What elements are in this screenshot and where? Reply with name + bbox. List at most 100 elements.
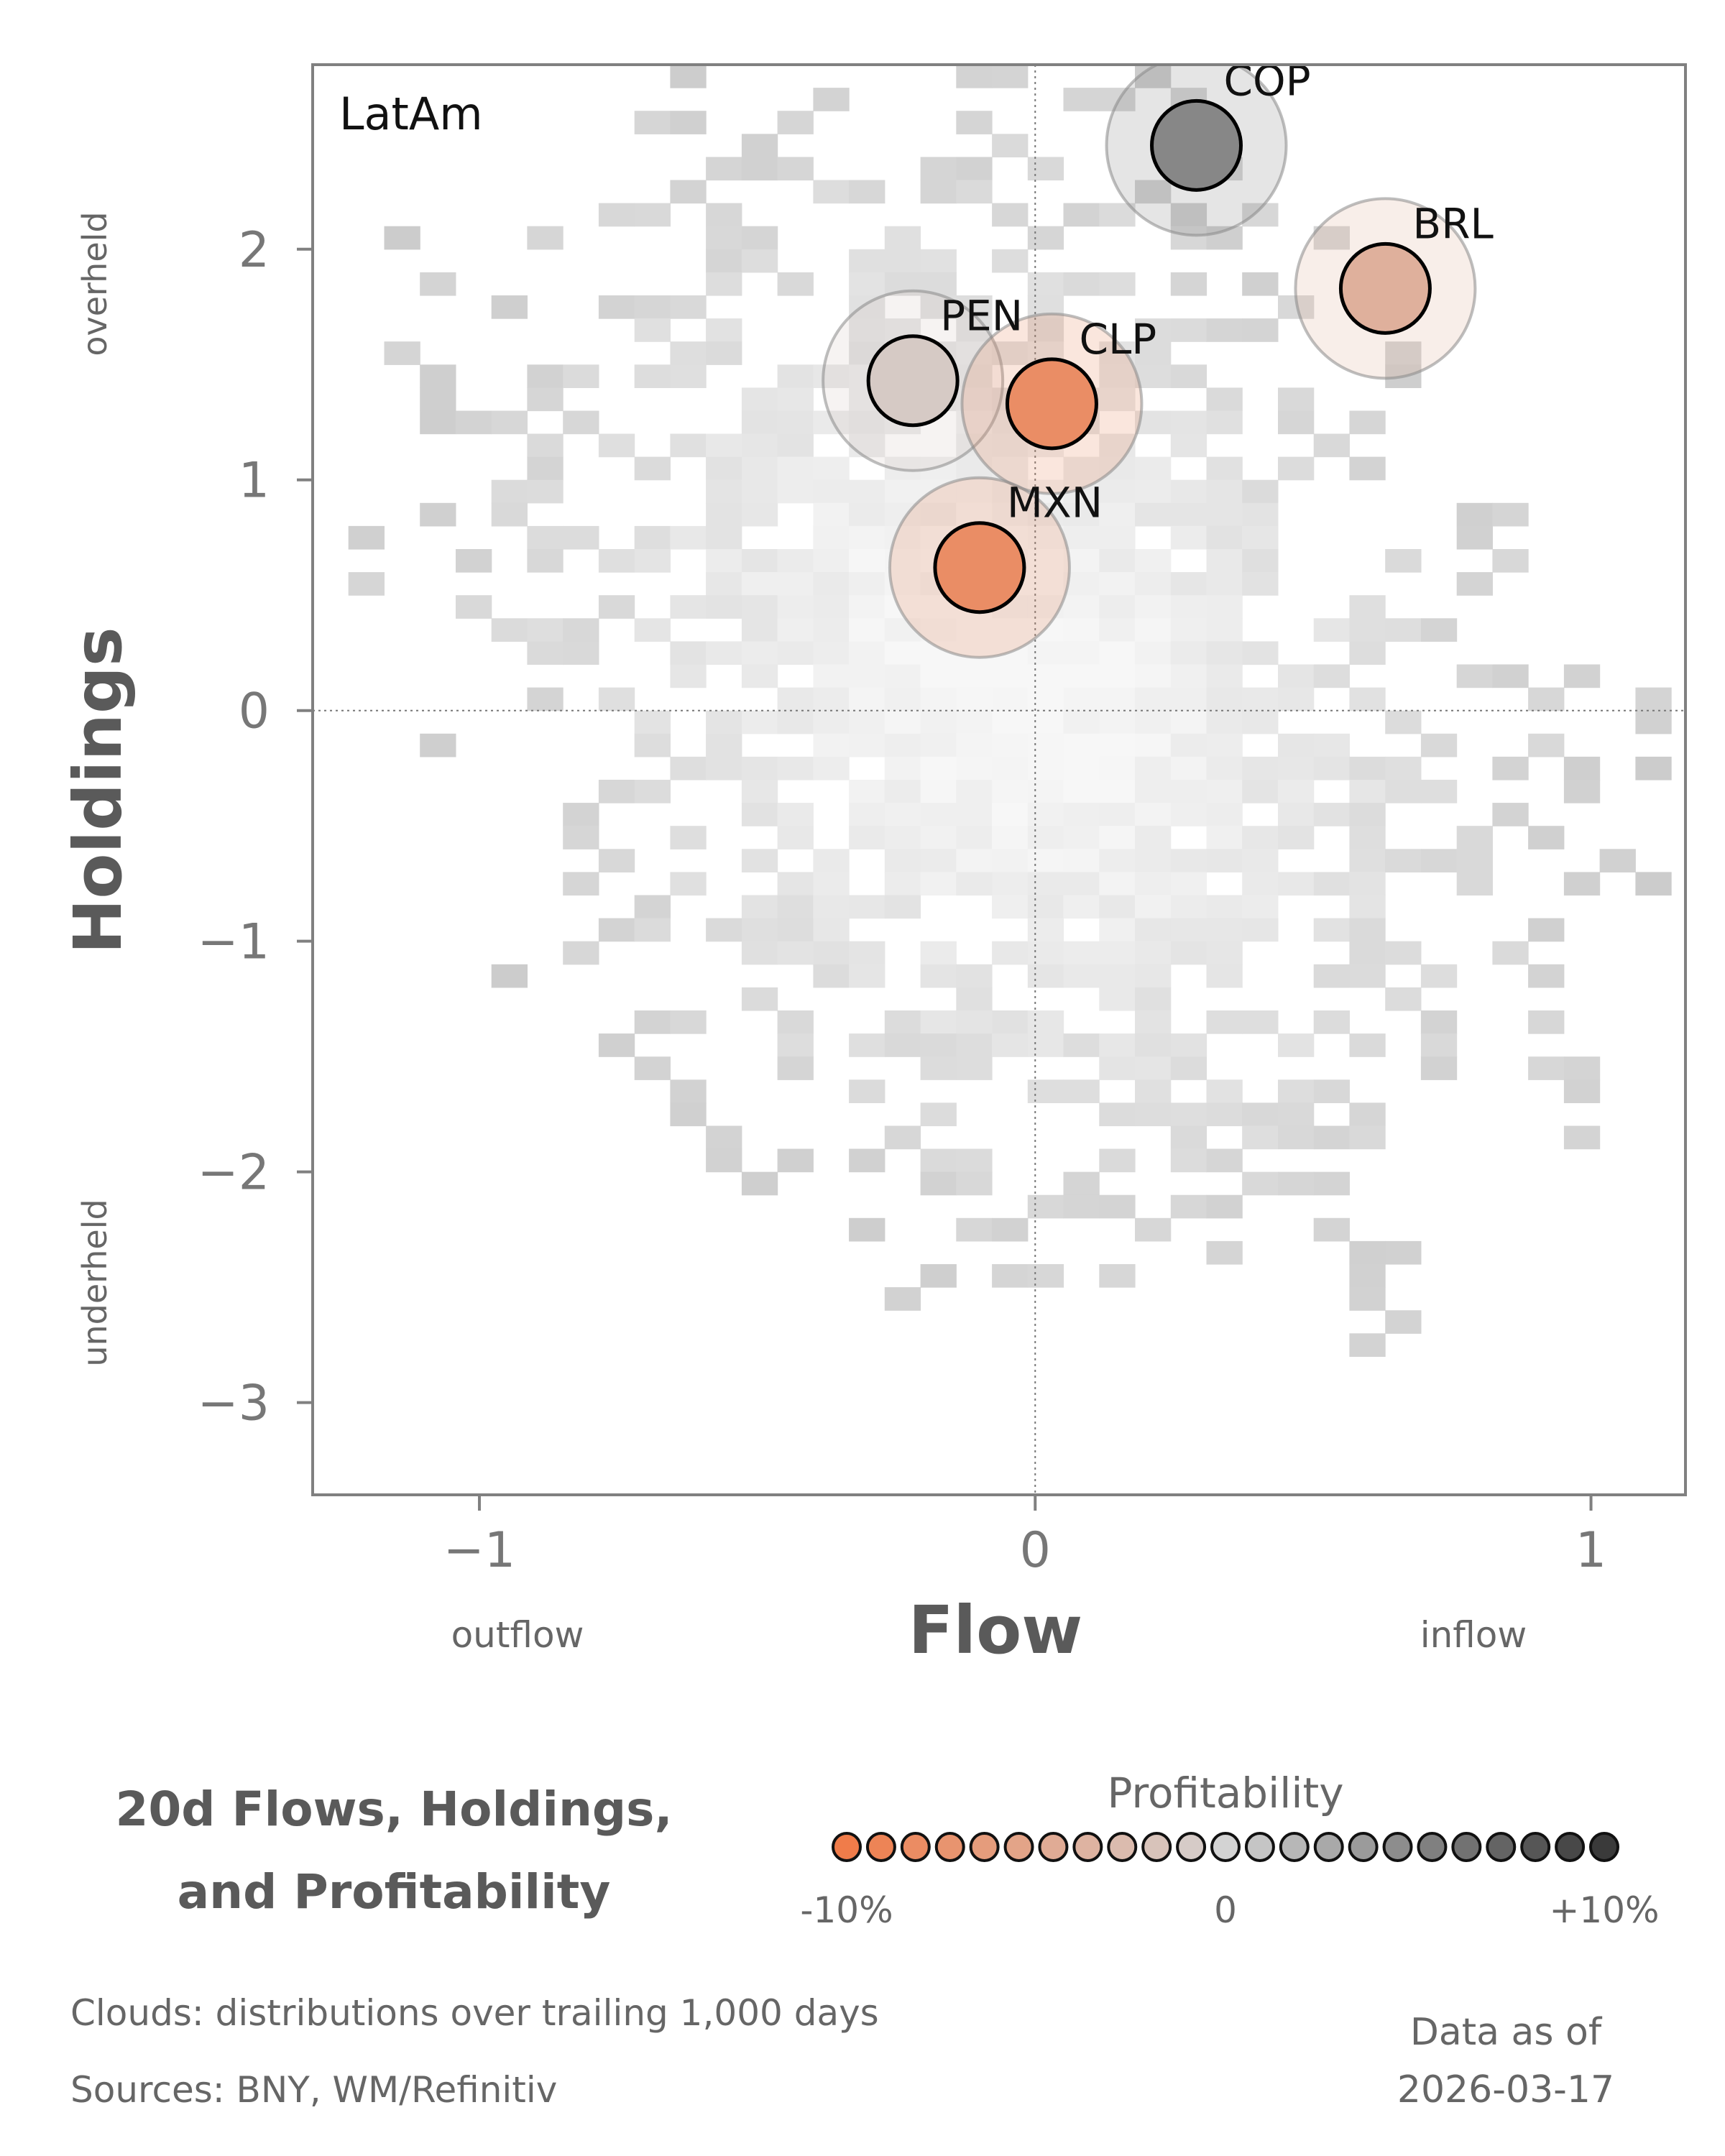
cloud-cell — [1170, 1033, 1208, 1057]
cloud-cell — [741, 456, 778, 481]
cloud-cell — [1242, 780, 1279, 803]
cloud-cell — [634, 618, 671, 642]
cloud-cell — [1170, 849, 1208, 872]
cloud-cell — [1170, 226, 1208, 250]
cloud-cell — [777, 410, 814, 435]
cloud-cell — [1063, 203, 1100, 227]
cloud-cell — [920, 664, 957, 688]
cloud-cell — [563, 641, 599, 665]
cloud-cell — [777, 941, 814, 965]
cloud-cell — [777, 387, 814, 412]
cloud-cell — [1099, 872, 1136, 896]
x-axis-ticks: −1 0 1 — [443, 1495, 1606, 1579]
legend-min-label: -10% — [800, 1889, 893, 1931]
cloud-cell — [1420, 780, 1458, 803]
cloud-cell — [1349, 687, 1386, 711]
cloud-cell — [1099, 895, 1136, 919]
legend-swatch — [1382, 1832, 1413, 1862]
cloud-cell — [920, 618, 957, 642]
cloud-cell — [1528, 1010, 1565, 1034]
cloud-cell — [1135, 895, 1172, 919]
cloud-cell — [706, 710, 742, 734]
cloud-cell — [1206, 1148, 1243, 1173]
cloud-cell — [1099, 756, 1136, 780]
cloud-cell — [741, 918, 778, 942]
chart-title-line-2: and Profitability — [178, 1864, 611, 1920]
cloud-cell — [1027, 1079, 1064, 1103]
cloud-cell — [849, 641, 886, 665]
cloud-cell — [563, 941, 599, 965]
cloud-cell — [956, 803, 993, 826]
cloud-cell — [920, 964, 957, 988]
cloud-cell — [777, 433, 814, 458]
cloud-cell — [956, 1148, 993, 1173]
cloud-cell — [348, 525, 385, 550]
cloud-cell — [1385, 780, 1422, 803]
cloud-cell — [1242, 756, 1279, 780]
cloud-cell — [956, 364, 993, 388]
cloud-cell — [741, 134, 778, 157]
cloud-cell — [992, 687, 1029, 711]
cloud-cell — [1385, 849, 1422, 872]
cloud-cell — [849, 1079, 886, 1103]
cloud-cell — [1278, 456, 1315, 481]
cloud-cell — [956, 872, 993, 896]
cloud-cell — [1099, 641, 1136, 665]
cloud-cell — [1385, 618, 1422, 642]
cloud-cell — [598, 849, 635, 872]
cloud-cell — [1135, 1217, 1172, 1242]
cloud-cell — [1170, 595, 1208, 619]
cloud-cell — [849, 941, 886, 965]
cloud-cell — [920, 687, 957, 711]
cloud-cell — [670, 826, 707, 849]
cloud-cell — [992, 1033, 1029, 1057]
cloud-cell — [920, 710, 957, 734]
cloud-cell — [634, 1010, 671, 1034]
cloud-cell — [706, 641, 742, 665]
cloud-cell — [849, 525, 886, 550]
cloud-cell — [992, 895, 1029, 919]
cloud-cell — [1170, 364, 1208, 388]
cloud-cell — [956, 710, 993, 734]
cloud-cell — [813, 941, 850, 965]
cloud-cell — [1135, 918, 1172, 942]
cloud-cell — [849, 826, 886, 849]
cloud-cell — [1563, 1125, 1601, 1150]
cloud-cell — [1027, 941, 1064, 965]
cloud-cell — [849, 318, 886, 342]
cloud-cell — [670, 525, 707, 550]
cloud-cell — [1027, 872, 1064, 896]
cloud-cell — [956, 456, 993, 481]
cloud-cell — [1349, 780, 1386, 803]
cloud-cell — [491, 295, 528, 319]
cloud-cell — [1099, 364, 1136, 388]
cloud-cell — [1349, 1102, 1386, 1127]
cloud-cell — [1170, 618, 1208, 642]
cloud-cell — [777, 756, 814, 780]
cloud-cell — [956, 479, 993, 504]
cloud-cell — [992, 941, 1029, 965]
cloud-cell — [992, 249, 1029, 273]
cloud-cell — [634, 203, 671, 227]
cloud-cell — [1313, 1010, 1350, 1034]
cloud-cell — [1206, 502, 1243, 527]
legend-swatches — [832, 1832, 1619, 1862]
cloud-cell — [1385, 341, 1422, 365]
cloud-cell — [598, 433, 635, 458]
cloud-cell — [992, 849, 1029, 872]
cloud-cell — [1420, 1033, 1458, 1057]
cloud-cell — [1135, 572, 1172, 596]
cloud-cell — [741, 387, 778, 412]
cloud-cell — [849, 549, 886, 573]
cloud-cell — [1099, 1056, 1136, 1080]
cloud-cell — [1170, 664, 1208, 688]
cloud-cell — [1170, 1148, 1208, 1173]
cloud-cell — [849, 687, 886, 711]
cloud-cell — [884, 226, 921, 250]
cloud-cell — [1635, 710, 1672, 734]
cloud-cell — [849, 1033, 886, 1057]
cloud-cell — [1206, 1079, 1243, 1103]
cloud-cell — [1349, 1264, 1386, 1288]
cloud-cell — [1528, 918, 1565, 942]
cloud-cell — [956, 618, 993, 642]
